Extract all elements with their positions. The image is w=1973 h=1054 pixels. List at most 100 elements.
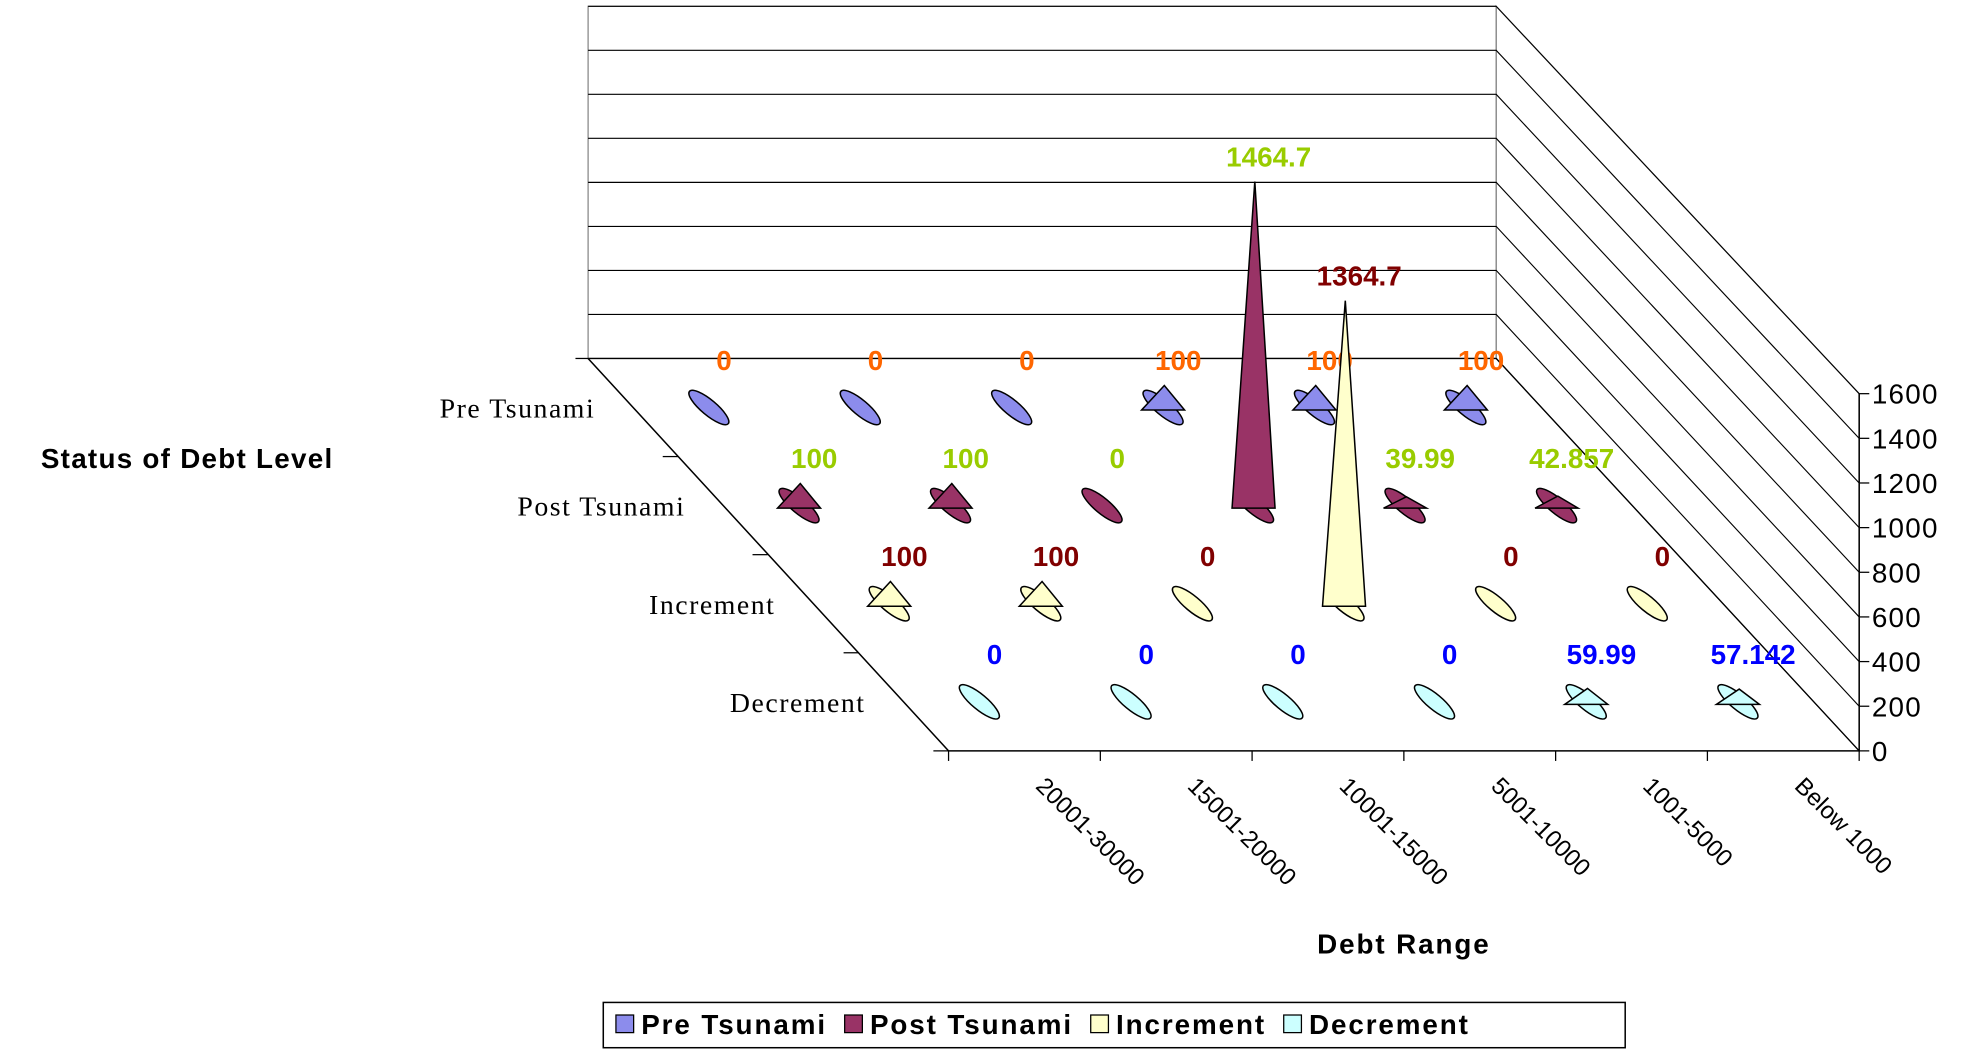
- z-tick-label: 1400: [1872, 423, 1939, 454]
- row-label: Decrement: [730, 688, 866, 719]
- cone: [839, 389, 882, 426]
- value-label: 100: [1033, 541, 1079, 572]
- cone-body: [1534, 495, 1581, 509]
- value-label: 0: [868, 345, 883, 376]
- cone: [1262, 683, 1304, 720]
- cone: [1383, 487, 1430, 524]
- grid-line: [588, 137, 1860, 529]
- row-label: Post Tsunami: [517, 492, 685, 523]
- z-tick-label: 0: [1872, 736, 1889, 767]
- x-tick-label: 15001-20000: [1182, 773, 1301, 892]
- x-tick-label: 10001-15000: [1334, 773, 1453, 892]
- legend-label: Decrement: [1309, 1009, 1470, 1040]
- cone: [1474, 585, 1517, 622]
- row-label: Pre Tsunami: [440, 394, 596, 425]
- cone: [927, 482, 974, 524]
- z-tick-label: 800: [1872, 557, 1922, 588]
- walls: [575, 4, 1860, 753]
- y-axis-title: Status of Debt Level: [41, 443, 334, 474]
- cone: [1321, 300, 1367, 622]
- value-label: 0: [987, 639, 1002, 670]
- z-tick-label: 200: [1872, 691, 1922, 722]
- value-label: 0: [1109, 443, 1124, 474]
- cone: [1713, 683, 1762, 720]
- row-label: Increment: [649, 590, 775, 621]
- cone-base: [1110, 683, 1152, 720]
- cone: [1626, 585, 1668, 622]
- z-tick-label: 600: [1872, 602, 1922, 633]
- cone-body: [1321, 300, 1367, 607]
- cone: [775, 482, 823, 524]
- value-label: 0: [1290, 639, 1305, 670]
- cone: [1442, 384, 1489, 426]
- cone-base: [990, 389, 1033, 426]
- cone-base: [1626, 585, 1668, 622]
- cone-base: [839, 389, 882, 426]
- cone: [1017, 580, 1064, 622]
- value-label: 39.99: [1385, 443, 1455, 474]
- grid-line: [588, 313, 1860, 707]
- cone: [1231, 181, 1276, 524]
- value-label: 42.857: [1529, 443, 1614, 474]
- cone-body: [1139, 384, 1187, 411]
- cone-body: [1017, 580, 1064, 607]
- cone-body: [775, 482, 823, 509]
- z-tick-label: 1200: [1872, 468, 1939, 499]
- cone: [1110, 683, 1152, 720]
- value-label: 100: [1458, 345, 1504, 376]
- value-label: 0: [1655, 541, 1670, 572]
- side-wall: [1495, 4, 1860, 753]
- value-label: 100: [943, 443, 989, 474]
- z-tick-label: 400: [1872, 647, 1922, 678]
- cone-body: [1291, 384, 1338, 411]
- grid-line: [588, 225, 1860, 618]
- grid-line: [588, 357, 1860, 752]
- grid-line: [588, 93, 1860, 484]
- grid-line: [588, 5, 1860, 395]
- cone: [990, 389, 1033, 426]
- value-label: 100: [881, 541, 927, 572]
- grid-line: [588, 49, 1860, 439]
- cone-base: [1171, 585, 1214, 622]
- cone: [1081, 487, 1123, 524]
- value-label: 0: [1200, 541, 1215, 572]
- cone-body: [865, 580, 913, 607]
- legend-box: [602, 1001, 1626, 1049]
- x-tick-label: 20001-30000: [1030, 773, 1149, 892]
- x-tick-label: Below 1000: [1789, 773, 1897, 880]
- cone: [1413, 683, 1456, 720]
- cone-base: [958, 683, 1001, 720]
- value-label: 100: [1155, 345, 1201, 376]
- cone-body: [1713, 688, 1762, 706]
- legend-swatch: [1090, 1014, 1110, 1034]
- cone-base: [1262, 683, 1304, 720]
- value-label: 59.99: [1567, 639, 1637, 670]
- grid-line: [588, 269, 1860, 662]
- legend-swatch: [844, 1014, 864, 1034]
- cone-body: [1442, 384, 1489, 411]
- legend-label: Post Tsunami: [870, 1009, 1073, 1040]
- value-label: 0: [1019, 345, 1034, 376]
- cone-body: [1231, 181, 1276, 509]
- cone-body: [927, 482, 974, 509]
- value-label: 0: [1442, 639, 1457, 670]
- legend-label: Increment: [1116, 1009, 1266, 1040]
- value-label: 0: [1503, 541, 1518, 572]
- z-tick-label: 1000: [1872, 513, 1939, 544]
- x-tick-label: 5001-10000: [1486, 773, 1596, 882]
- cone: [688, 389, 730, 426]
- value-label: 0: [1139, 639, 1154, 670]
- cone-base: [688, 389, 730, 426]
- cone-base: [1081, 487, 1123, 524]
- cone: [958, 683, 1001, 720]
- z-tick-label: 1600: [1872, 379, 1939, 410]
- cone: [1291, 384, 1338, 426]
- cone: [1562, 683, 1610, 720]
- x-axis-title: Debt Range: [1317, 928, 1490, 959]
- cone-body: [1562, 687, 1610, 706]
- value-label: 57.142: [1711, 639, 1796, 670]
- legend-swatch: [615, 1014, 635, 1034]
- value-label: 100: [791, 443, 837, 474]
- cone: [1171, 585, 1214, 622]
- grid-line: [588, 181, 1860, 573]
